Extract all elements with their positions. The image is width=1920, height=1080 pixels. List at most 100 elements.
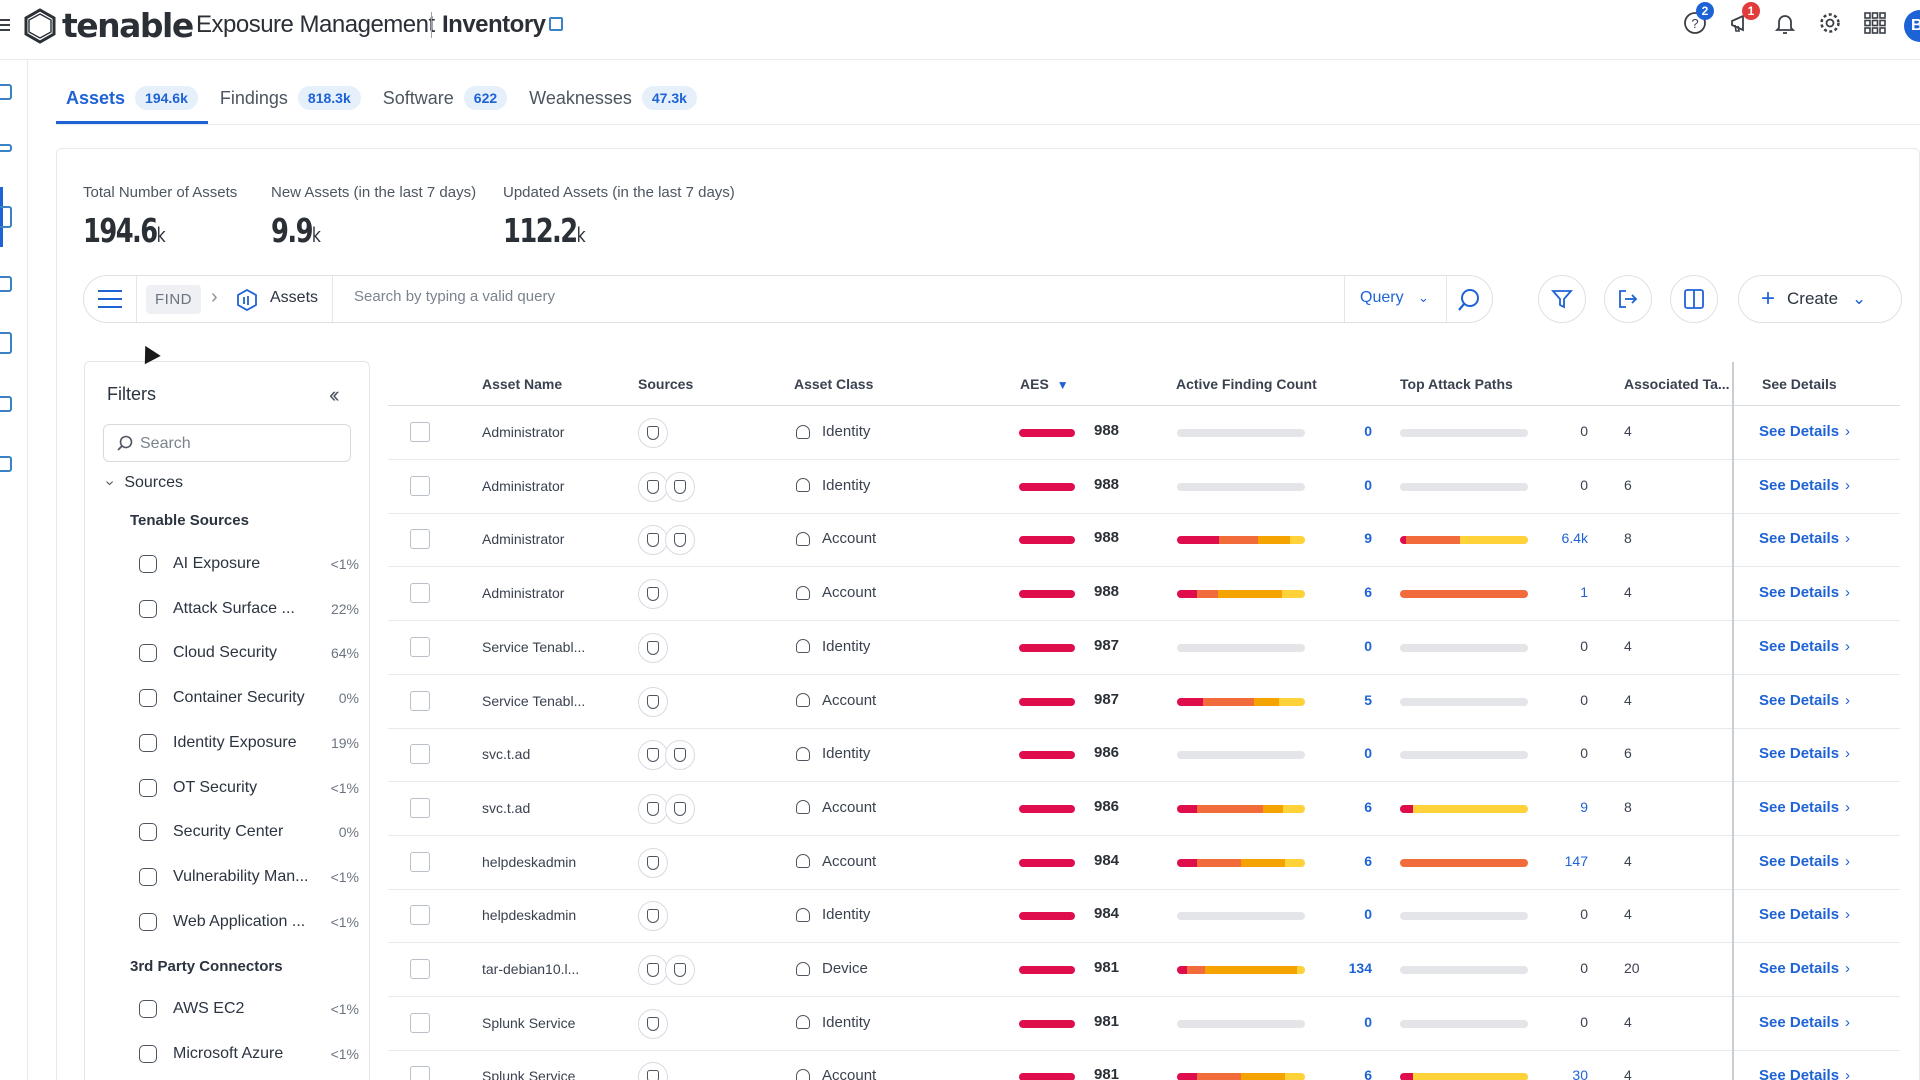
tab-software[interactable]: Software 622 [373, 72, 517, 124]
finding-count[interactable]: 0 [1364, 906, 1372, 923]
table-row[interactable]: Administrator Account 988 6 1 4 See Deta… [388, 567, 1900, 622]
column-header[interactable]: Associated Ta... [1624, 376, 1730, 392]
attack-path-count[interactable]: 0 [1580, 1013, 1588, 1030]
finding-count[interactable]: 5 [1364, 691, 1372, 708]
filter-source-item[interactable]: Web Application ... <1% [139, 910, 359, 934]
filter-source-item[interactable]: Security Center 0% [139, 820, 359, 844]
row-checkbox[interactable] [410, 744, 430, 765]
column-header[interactable]: Sources [638, 376, 693, 392]
see-details-link[interactable]: See Details › [1759, 960, 1850, 977]
attack-path-count[interactable]: 6.4k [1561, 530, 1588, 547]
table-row[interactable]: Administrator Account 988 9 6.4k 8 See D… [388, 513, 1900, 568]
finding-count[interactable]: 6 [1364, 852, 1372, 869]
row-checkbox[interactable] [410, 583, 430, 604]
filter-button[interactable] [1538, 275, 1586, 323]
table-row[interactable]: Administrator Identity 988 0 0 4 See Det… [388, 406, 1900, 460]
table-row[interactable]: svc.t.ad Account 986 6 9 8 See Details › [388, 782, 1900, 836]
filter-source-item[interactable]: Container Security 0% [139, 686, 359, 710]
notifications-bell-icon[interactable] [1770, 8, 1800, 38]
row-checkbox[interactable] [410, 422, 430, 442]
row-checkbox[interactable] [410, 690, 430, 711]
see-details-link[interactable]: See Details › [1759, 638, 1850, 655]
row-checkbox[interactable] [410, 475, 430, 496]
sort-descending-icon[interactable]: ▼ [1056, 378, 1069, 392]
tenable-logo[interactable]: tenable [22, 6, 194, 45]
search-icon[interactable] [1456, 287, 1482, 313]
table-row[interactable]: Administrator Identity 988 0 0 6 See Det… [388, 460, 1900, 514]
inventory-icon[interactable] [0, 206, 12, 228]
attack-path-count[interactable]: 0 [1580, 745, 1588, 762]
filter-source-item[interactable]: AI Exposure <1% [139, 552, 359, 576]
filter-source-item[interactable]: Vulnerability Man... <1% [139, 865, 359, 889]
export-button[interactable] [1604, 275, 1652, 323]
table-row[interactable]: helpdeskadmin Identity 984 0 0 4 See Det… [388, 889, 1900, 944]
table-row[interactable]: svc.t.ad Identity 986 0 0 6 See Details › [388, 728, 1900, 783]
dashboard-icon[interactable] [0, 144, 12, 152]
see-details-link[interactable]: See Details › [1759, 853, 1850, 870]
reports-icon[interactable] [0, 396, 12, 412]
row-checkbox[interactable] [410, 959, 430, 979]
column-header[interactable]: Asset Class [794, 376, 873, 392]
column-header[interactable]: Active Finding Count [1176, 376, 1317, 392]
announcements-icon[interactable]: 1 [1726, 2, 1760, 38]
collapse-panel-icon[interactable]: ‹‹ [329, 382, 339, 407]
finding-count[interactable]: 6 [1364, 1067, 1372, 1080]
filter-source-item[interactable]: OT Security <1% [139, 776, 359, 800]
column-header[interactable]: Top Attack Paths [1400, 376, 1513, 392]
table-row[interactable]: tar-debian10.l... Device 981 134 0 20 Se… [388, 943, 1900, 997]
finding-count[interactable]: 6 [1364, 798, 1372, 815]
row-checkbox[interactable] [410, 1012, 430, 1033]
module-info-icon[interactable] [549, 17, 563, 31]
attack-path-count[interactable]: 0 [1580, 637, 1588, 654]
attack-path-count[interactable]: 0 [1580, 906, 1588, 923]
see-details-link[interactable]: See Details › [1759, 1067, 1850, 1080]
user-avatar[interactable]: B [1904, 10, 1920, 42]
see-details-link[interactable]: See Details › [1759, 584, 1850, 601]
main-menu-icon[interactable] [0, 16, 10, 32]
columns-button[interactable] [1670, 275, 1718, 323]
create-button[interactable]: + Create ⌄ [1738, 275, 1902, 323]
table-row[interactable]: Splunk Service Identity 981 0 0 4 See De… [388, 997, 1900, 1051]
home-icon[interactable] [0, 84, 12, 100]
see-details-link[interactable]: See Details › [1759, 799, 1850, 816]
filter-source-item[interactable]: AWS EC2 <1% [139, 997, 359, 1021]
sources-section-toggle[interactable]: › Sources [102, 474, 183, 492]
query-mode-dropdown[interactable]: Query ⌄ [1360, 289, 1429, 307]
attack-path-count[interactable]: 147 [1564, 852, 1588, 869]
query-menu-icon[interactable] [98, 290, 122, 310]
filters-search-input[interactable] [140, 435, 340, 453]
see-details-link[interactable]: See Details › [1759, 906, 1850, 923]
filter-source-item[interactable]: Cloud Security 64% [139, 641, 359, 665]
filter-source-item[interactable]: Microsoft Azure <1% [139, 1042, 359, 1066]
row-checkbox[interactable] [410, 851, 430, 872]
query-object-label[interactable]: Assets [270, 289, 319, 306]
row-checkbox[interactable] [410, 1066, 430, 1080]
table-row[interactable]: Service Tenabl... Identity 987 0 0 4 See… [388, 621, 1900, 675]
attack-path-count[interactable]: 9 [1580, 798, 1588, 815]
finding-count[interactable]: 6 [1364, 584, 1372, 601]
attack-path-count[interactable]: 0 [1580, 476, 1588, 493]
filters-search-field[interactable] [103, 424, 351, 462]
tab-weaknesses[interactable]: Weaknesses 47.3k [519, 72, 707, 124]
finding-count[interactable]: 0 [1364, 745, 1372, 762]
finding-count[interactable]: 0 [1364, 476, 1372, 493]
finding-count[interactable]: 0 [1364, 637, 1372, 654]
see-details-link[interactable]: See Details › [1759, 477, 1850, 494]
tab-findings[interactable]: Findings 818.3k [210, 72, 371, 124]
see-details-link[interactable]: See Details › [1759, 692, 1850, 709]
finding-count[interactable]: 0 [1364, 1013, 1372, 1030]
see-details-link[interactable]: See Details › [1759, 1014, 1850, 1031]
settings-gear-icon[interactable] [1815, 8, 1845, 38]
see-details-link[interactable]: See Details › [1759, 423, 1850, 440]
column-header[interactable]: AES ▼ [1020, 376, 1069, 392]
see-details-link[interactable]: See Details › [1759, 745, 1850, 762]
filter-source-item[interactable]: Identity Exposure 19% [139, 731, 359, 755]
finding-count[interactable]: 0 [1364, 423, 1372, 439]
exposure-view-icon[interactable] [0, 276, 12, 292]
row-checkbox[interactable] [410, 636, 430, 657]
column-header[interactable]: Asset Name [482, 376, 562, 392]
table-row[interactable]: helpdeskadmin Account 984 6 147 4 See De… [388, 836, 1900, 890]
row-checkbox[interactable] [410, 529, 430, 550]
attack-path-count[interactable]: 0 [1580, 691, 1588, 708]
finding-count[interactable]: 134 [1348, 960, 1372, 976]
